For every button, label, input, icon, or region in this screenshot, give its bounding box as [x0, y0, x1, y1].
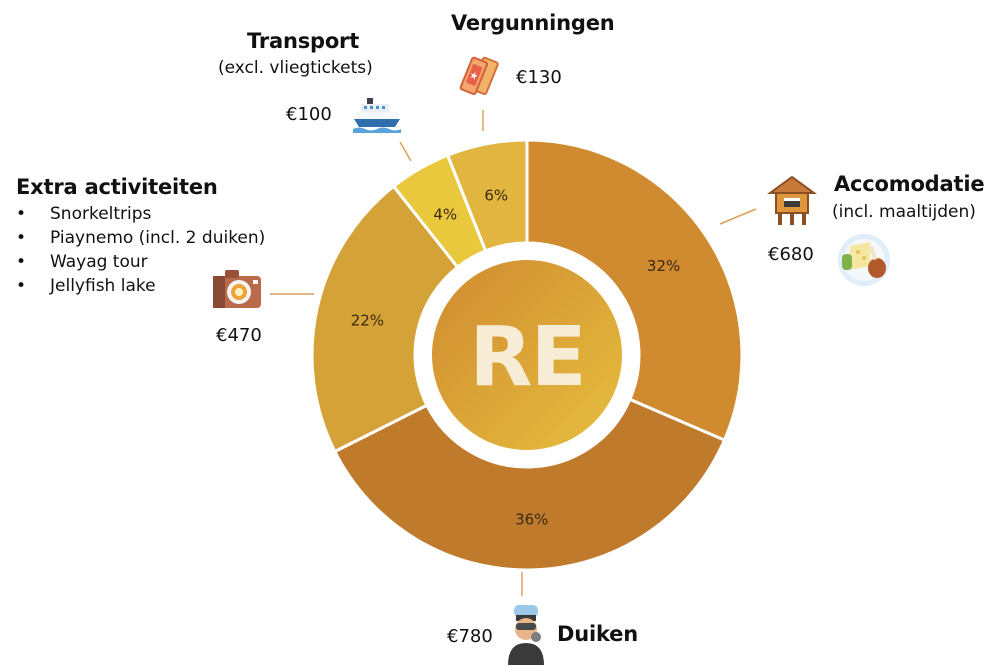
percent-labels: 32% 36% 22% 4% 6% [351, 186, 681, 528]
camera-icon [213, 270, 261, 308]
percent-label: 36% [515, 510, 548, 528]
percent-label: 32% [647, 257, 680, 275]
duiken-amount: €780 [447, 626, 493, 647]
svg-text:★: ★ [467, 70, 479, 84]
transport-title: Transport [247, 29, 360, 53]
center-disc [432, 260, 622, 450]
slice-vergunningen [445, 138, 529, 253]
percent-label: 4% [433, 205, 457, 223]
center-logo: RE [469, 310, 584, 405]
extra-activities-list: Snorkeltrips Piaynemo (incl. 2 duiken) W… [14, 202, 265, 298]
percent-label: 22% [351, 312, 384, 330]
accomodatie-title: Accomodatie [834, 172, 985, 196]
list-item: Snorkeltrips [14, 202, 265, 226]
leader-line [719, 208, 757, 225]
slice-duiken [332, 397, 727, 572]
transport-amount: €100 [286, 104, 332, 125]
duiken-title: Duiken [557, 622, 638, 646]
tickets-icon: ★ [459, 56, 499, 96]
accomodatie-subtitle: (incl. maaltijden) [832, 202, 976, 222]
slice-accomodatie [525, 138, 744, 443]
percent-label: 6% [484, 186, 508, 204]
leader-lines [270, 110, 757, 596]
list-item: Wayag tour [14, 250, 265, 274]
leader-line [399, 141, 412, 162]
vergunningen-amount: €130 [516, 67, 562, 88]
hut-icon [766, 175, 818, 225]
diver-icon [508, 605, 544, 665]
extra-amount: €470 [216, 325, 262, 346]
list-item: Piaynemo (incl. 2 duiken) [14, 226, 265, 250]
list-item: Jellyfish lake [14, 274, 265, 298]
accomodatie-amount: €680 [768, 244, 814, 265]
slices [310, 138, 744, 572]
transport-subtitle: (excl. vliegtickets) [218, 58, 373, 78]
slice-extra-activiteiten [310, 184, 460, 454]
ship-icon [353, 98, 401, 133]
vergunningen-title: Vergunningen [451, 11, 615, 35]
food-plate-icon [838, 234, 890, 286]
extra-title: Extra activiteiten [16, 175, 218, 199]
